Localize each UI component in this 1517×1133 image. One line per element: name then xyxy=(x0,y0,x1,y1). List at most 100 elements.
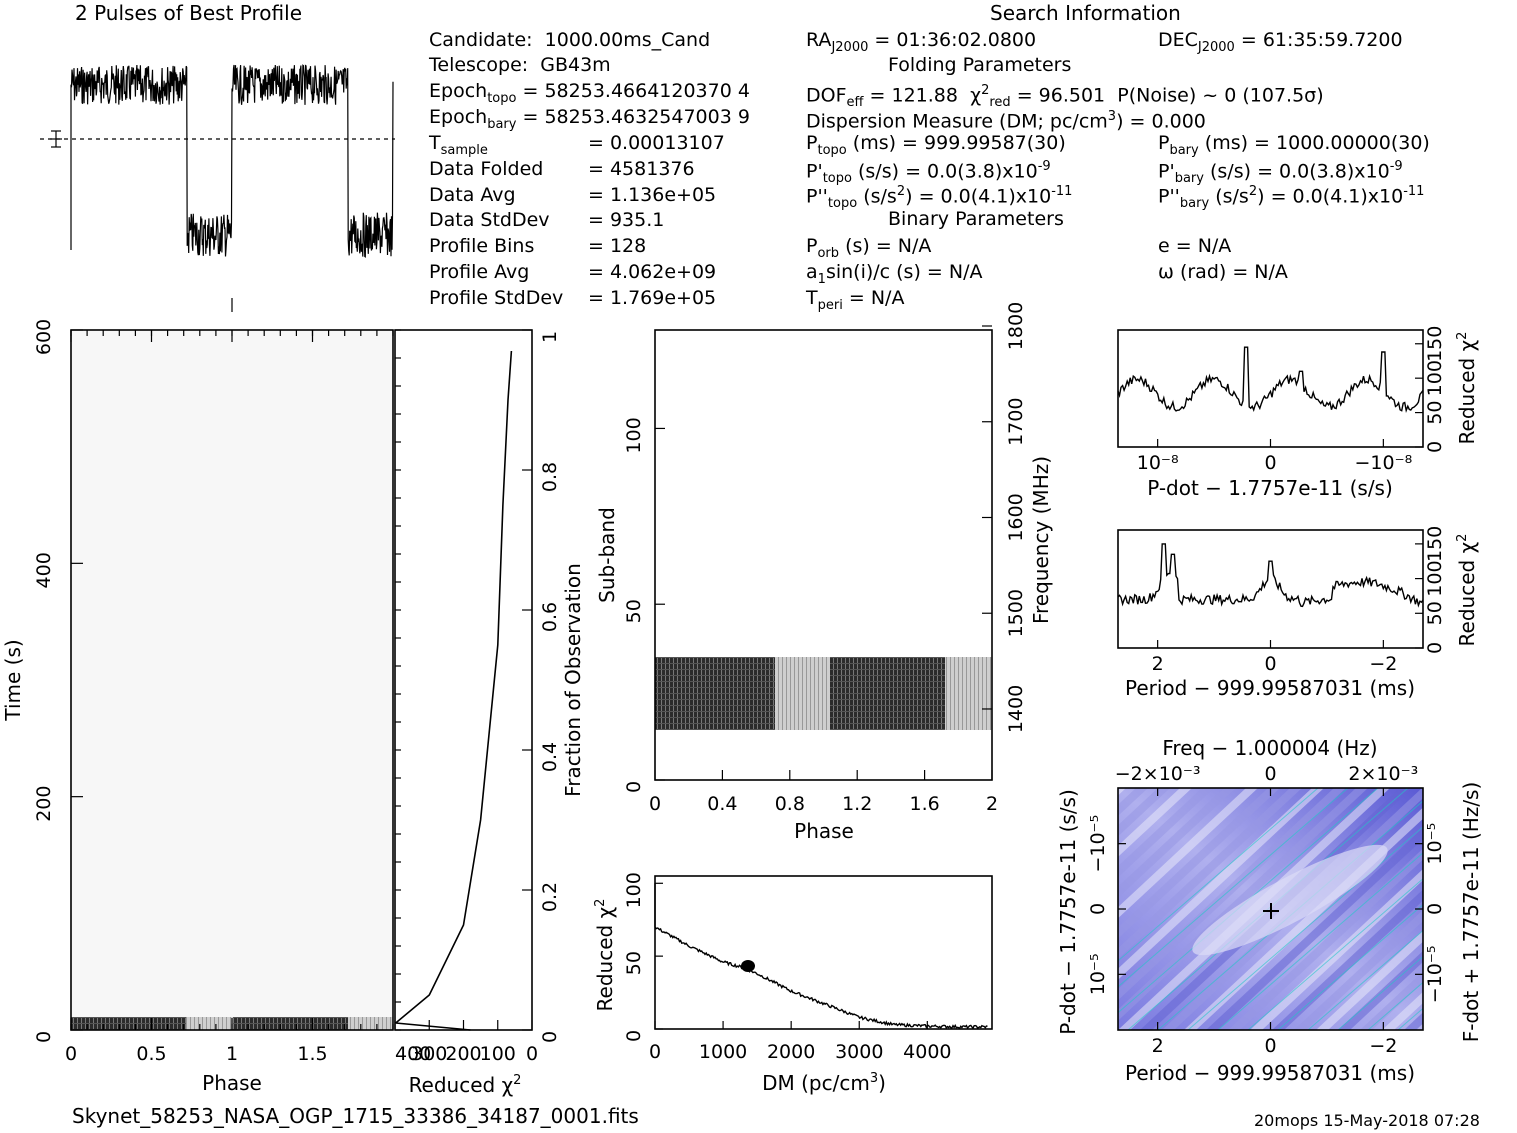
ppdot-stripe xyxy=(1118,788,1258,919)
dm-ytick-label: 50 xyxy=(623,951,645,975)
tp-ytick-label: 600 xyxy=(33,319,55,355)
subband-band-1 xyxy=(655,657,775,730)
ppdot-stripe xyxy=(1118,788,1126,796)
info-pbary: Pbary (ms) = 1000.00000(30) xyxy=(1158,132,1430,158)
cf-xtick-label: 100 xyxy=(480,1043,516,1065)
time-phase-ticks: 0 0.5 1 1.5 0 200 400 600 xyxy=(33,319,394,1065)
small-xtick-label: −10⁻⁸ xyxy=(1354,452,1412,474)
subband-band-light-1 xyxy=(775,657,830,730)
info-omega: ω (rad) = N/A xyxy=(1158,261,1288,283)
tp-xtick-label: 0 xyxy=(65,1043,77,1065)
ppdot-xlabel: Period − 999.99587031 (ms) xyxy=(1125,1061,1415,1085)
ppdot-plot: 2 0 −2 −2×10⁻³ 0 2×10⁻³ 10⁻⁵ 0 −10⁻⁵ −10⁻⁵ 0 10⁻⁵ F… xyxy=(1056,736,1483,1085)
ppdot-ytick-label: 10⁻⁵ xyxy=(1087,953,1109,995)
small-ytick-label: 50 xyxy=(1424,400,1446,424)
info-ra: RAJ2000 = 01:36:02.0800 xyxy=(806,29,1037,55)
cf-ytick-label: 0.2 xyxy=(539,882,561,912)
cf-xtick-label: 300 xyxy=(411,1043,447,1065)
subband-plot: 0 0.4 0.8 1.2 1.6 2 0 50 100 1400 1500 1600 1700 1800… xyxy=(595,302,1053,843)
ppdot-stripe xyxy=(1228,848,1423,1030)
binary-title: Binary Parameters xyxy=(888,208,1064,230)
ppdot-stripe xyxy=(1272,889,1423,1030)
ppdot-peak-glow xyxy=(1192,844,1388,956)
dm-xtick-label: 1000 xyxy=(699,1041,747,1063)
info-profile-stddev: Profile StdDev xyxy=(429,287,564,309)
dm-xlabel: DM (pc/cm3) xyxy=(762,1071,886,1095)
small-xtick-label: 0 xyxy=(1264,653,1276,675)
ppdot-x2tick-label: −2×10⁻³ xyxy=(1115,763,1201,785)
ppdot-stripe xyxy=(1118,788,1148,816)
time-phase-xlabel: Phase xyxy=(202,1071,262,1095)
info-ptopo: Ptopo (ms) = 999.99587(30) xyxy=(806,132,1066,158)
pdot-xlabel: P-dot − 1.7757e-11 (s/s) xyxy=(1147,476,1393,500)
ppdot-y2tick-label: 0 xyxy=(1424,903,1446,915)
cf-ytick-label: 1 xyxy=(539,331,561,343)
dm-ytick-label: 0 xyxy=(623,1030,645,1042)
sb-y2tick-label: 1800 xyxy=(1005,302,1027,350)
ppdot-stripe xyxy=(1118,788,1170,837)
tp-xtick-label: 0.5 xyxy=(136,1043,166,1065)
ppdot-y2tick-label: −10⁻⁵ xyxy=(1424,945,1446,1003)
ppdot-x2tick-label: 0 xyxy=(1264,763,1276,785)
sb-xtick-label: 0.8 xyxy=(775,793,805,815)
ppdot-y2tick-label: 10⁻⁵ xyxy=(1424,823,1446,865)
ppdot-stripe xyxy=(1118,788,1214,878)
period-ylabel: Reduced χ2 xyxy=(1455,534,1479,647)
info-data-stddev: Data StdDev xyxy=(429,209,550,231)
info-tsample-val: = 0.00013107 xyxy=(588,132,725,154)
cf-xtick-label: 200 xyxy=(445,1043,481,1065)
period-frame xyxy=(1117,529,1424,649)
small-xtick-label: −2 xyxy=(1369,653,1397,675)
sb-y2tick-label: 1700 xyxy=(1005,398,1027,446)
tp-ytick-label: 200 xyxy=(33,786,55,822)
sb-xtick-label: 0 xyxy=(649,793,661,815)
info-candidate: Candidate: 1000.00ms_Cand xyxy=(429,29,711,51)
small-ytick-label: 150 xyxy=(1424,326,1446,362)
subband-ticks: 0 0.4 0.8 1.2 1.6 2 0 50 100 1400 1500 1600 1700 1800 xyxy=(623,302,1027,815)
profile-plot xyxy=(40,64,395,312)
subband-y2label: Frequency (MHz) xyxy=(1029,456,1053,624)
ppdot-contour xyxy=(1247,878,1423,1030)
subband-band-2 xyxy=(830,657,945,730)
ppdot-contour xyxy=(1187,826,1423,1030)
ppdot-contour xyxy=(1118,788,1349,988)
time-phase-plot: 0 0.5 1 1.5 0 200 400 600 Phase Time (s) xyxy=(1,319,394,1095)
filename: Skynet_58253_NASA_OGP_1715_33386_34187_0… xyxy=(72,1104,639,1128)
info-data-avg: Data Avg xyxy=(429,184,516,206)
info-profile-bins-val: = 128 xyxy=(588,235,647,257)
info-epoch-topo: Epochtopo = 58253.4664120370 4 xyxy=(429,80,750,106)
ppdot-stripe xyxy=(1404,1012,1423,1030)
dm-ylabel: Reduced χ2 xyxy=(593,899,617,1012)
subband-frame xyxy=(654,329,993,781)
tp-ytick-label: 400 xyxy=(33,552,55,588)
ppdot-best-marker xyxy=(1263,903,1279,919)
sb-xtick-label: 0.4 xyxy=(707,793,737,815)
subband-band-light-2 xyxy=(945,657,992,730)
ppdot-stripe xyxy=(1206,828,1423,1030)
dm-blob xyxy=(741,960,755,972)
info-epoch-bary: Epochbary = 58253.4632547003 9 xyxy=(429,106,750,132)
info-a1: a1sin(i)/c (s) = N/A xyxy=(806,261,983,287)
time-phase-band-2 xyxy=(233,1017,348,1030)
tp-xtick-label: 1 xyxy=(226,1043,238,1065)
ppdot-y2label: F-dot + 1.7757e-11 (Hz/s) xyxy=(1459,782,1483,1043)
dm-xtick-label: 3000 xyxy=(835,1041,883,1063)
info-ecc: e = N/A xyxy=(1158,235,1232,257)
info-data-folded-val: = 4581376 xyxy=(588,158,695,180)
small-ytick-label: 150 xyxy=(1424,526,1446,562)
profile-line xyxy=(70,64,394,258)
ppdot-contour xyxy=(1367,981,1423,1030)
subband-xlabel: Phase xyxy=(794,819,854,843)
ppdot-stripe xyxy=(1184,807,1423,1030)
ppdot-xtick-label: 0 xyxy=(1264,1035,1276,1057)
info-profile-stddev-val: = 1.769e+05 xyxy=(588,287,717,309)
search-title: Search Information xyxy=(990,1,1181,25)
ppdot-title: Freq − 1.000004 (Hz) xyxy=(1162,736,1377,760)
ppdot-stripe xyxy=(1360,971,1423,1030)
ppdot-ticks: 2 0 −2 −2×10⁻³ 0 2×10⁻³ 10⁻⁵ 0 −10⁻⁵ −10⁻⁵ 0 10⁻⁵ xyxy=(1087,763,1446,1057)
cf-xtick-label: 0 xyxy=(526,1043,538,1065)
info-dof: DOFeff = 121.88 χ2red = 96.501 P(Noise) … xyxy=(806,83,1324,111)
